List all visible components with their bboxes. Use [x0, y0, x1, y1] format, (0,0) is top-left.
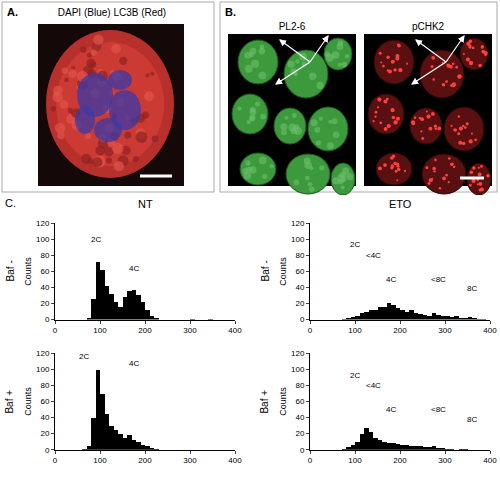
- svg-text:0: 0: [300, 315, 305, 324]
- svg-text:4C: 4C: [129, 264, 139, 273]
- svg-text:80: 80: [295, 251, 304, 260]
- svg-text:0: 0: [308, 326, 313, 335]
- svg-text:20: 20: [40, 429, 49, 438]
- svg-text:60: 60: [295, 267, 304, 276]
- svg-text:8C: 8C: [467, 284, 477, 293]
- svg-text:100: 100: [291, 365, 305, 374]
- svg-text:Counts: Counts: [23, 257, 33, 286]
- svg-text:0: 0: [53, 456, 58, 465]
- svg-text:40: 40: [40, 413, 49, 422]
- svg-text:4C: 4C: [386, 275, 396, 284]
- svg-text:<4C: <4C: [366, 251, 381, 260]
- svg-text:80: 80: [40, 381, 49, 390]
- svg-text:PL2-6: PL2-6: [279, 21, 306, 32]
- svg-text:20: 20: [295, 429, 304, 438]
- svg-text:Baf -: Baf -: [260, 260, 271, 281]
- svg-text:100: 100: [93, 456, 107, 465]
- svg-text:B.: B.: [225, 6, 236, 18]
- svg-text:200: 200: [138, 456, 152, 465]
- svg-text:20: 20: [295, 299, 304, 308]
- svg-text:<8C: <8C: [431, 275, 446, 284]
- svg-text:40: 40: [295, 413, 304, 422]
- svg-text:C.: C.: [5, 197, 16, 209]
- svg-text:2C: 2C: [79, 352, 89, 361]
- svg-text:400: 400: [228, 456, 242, 465]
- svg-text:20: 20: [40, 299, 49, 308]
- svg-text:0: 0: [45, 446, 50, 455]
- svg-text:120: 120: [36, 349, 50, 358]
- svg-text:200: 200: [393, 456, 407, 465]
- svg-text:60: 60: [295, 397, 304, 406]
- svg-text:4C: 4C: [386, 405, 396, 414]
- svg-text:40: 40: [295, 283, 304, 292]
- svg-text:100: 100: [93, 326, 107, 335]
- svg-text:100: 100: [36, 235, 50, 244]
- svg-text:40: 40: [40, 283, 49, 292]
- svg-text:60: 60: [40, 397, 49, 406]
- svg-text:100: 100: [291, 235, 305, 244]
- svg-text:Counts: Counts: [278, 387, 288, 416]
- svg-text:0: 0: [45, 315, 50, 324]
- svg-text:100: 100: [348, 326, 362, 335]
- svg-text:pCHK2: pCHK2: [412, 21, 445, 32]
- svg-text:NT: NT: [138, 198, 153, 210]
- svg-text:300: 300: [183, 456, 197, 465]
- svg-text:0: 0: [300, 446, 305, 455]
- svg-text:60: 60: [40, 267, 49, 276]
- svg-text:Baf -: Baf -: [5, 260, 16, 281]
- svg-text:300: 300: [438, 456, 452, 465]
- svg-text:400: 400: [228, 326, 242, 335]
- svg-text:A.: A.: [7, 6, 18, 18]
- svg-text:400: 400: [483, 456, 497, 465]
- svg-text:4C: 4C: [129, 359, 139, 368]
- svg-text:0: 0: [53, 326, 58, 335]
- svg-text:0: 0: [308, 456, 313, 465]
- svg-text:2C: 2C: [350, 371, 360, 380]
- svg-text:200: 200: [138, 326, 152, 335]
- svg-text:200: 200: [393, 326, 407, 335]
- svg-text:120: 120: [291, 219, 305, 228]
- svg-text:DAPI (Blue) LC3B (Red): DAPI (Blue) LC3B (Red): [58, 7, 166, 18]
- svg-text:Baf +: Baf +: [4, 390, 15, 414]
- svg-text:2C: 2C: [350, 240, 360, 249]
- svg-text:400: 400: [483, 326, 497, 335]
- svg-text:Baf +: Baf +: [259, 390, 270, 414]
- svg-text:2C: 2C: [91, 235, 101, 244]
- svg-text:120: 120: [36, 219, 50, 228]
- svg-text:120: 120: [291, 349, 305, 358]
- svg-text:100: 100: [36, 365, 50, 374]
- svg-text:Counts: Counts: [278, 257, 288, 286]
- svg-text:300: 300: [183, 326, 197, 335]
- svg-text:100: 100: [348, 456, 362, 465]
- svg-text:80: 80: [40, 251, 49, 260]
- svg-text:80: 80: [295, 381, 304, 390]
- svg-text:<8C: <8C: [431, 405, 446, 414]
- svg-text:ETO: ETO: [389, 198, 412, 210]
- svg-text:<4C: <4C: [366, 381, 381, 390]
- svg-text:8C: 8C: [467, 415, 477, 424]
- svg-text:300: 300: [438, 326, 452, 335]
- svg-text:Counts: Counts: [23, 387, 33, 416]
